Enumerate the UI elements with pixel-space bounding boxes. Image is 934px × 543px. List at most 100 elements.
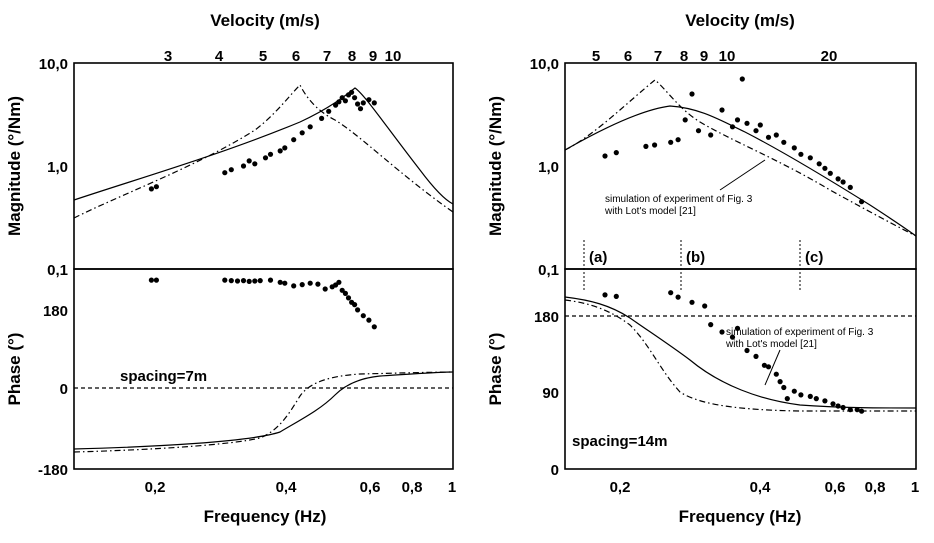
right-phase-point — [777, 379, 783, 385]
right-magnitude-point — [613, 150, 619, 156]
right-magnitude-point — [807, 155, 813, 161]
frequency-tick-label: 0,2 — [610, 479, 631, 496]
left-magnitude-point — [267, 151, 274, 157]
right-phase-yticks: 0 90 180 — [534, 309, 559, 479]
right-phase-point — [765, 364, 772, 370]
right-magnitude-point — [753, 128, 759, 134]
right-magnitude-point — [757, 122, 763, 128]
left-magnitude-point — [307, 124, 313, 130]
right-phase-point — [761, 362, 768, 368]
magnitude-tick-label: 10,0 — [39, 56, 68, 73]
right-phase-point — [781, 384, 787, 391]
right-magnitude-point — [847, 184, 853, 190]
right-phase-point — [729, 334, 736, 340]
phase-tick-label: 0 — [551, 462, 559, 479]
left-magnitude-point — [336, 99, 342, 105]
left-phase-ylabel: Phase (°) — [5, 333, 24, 406]
right-phase-point — [702, 303, 708, 309]
right-magnitude-point — [734, 117, 741, 123]
left-magnitude-point — [326, 108, 332, 114]
right-phase-point — [753, 353, 759, 359]
left-phase-point — [366, 317, 372, 323]
left-magnitude-point — [349, 89, 355, 95]
left-magnitude-point — [352, 95, 358, 101]
velocity-tick-label: 10 — [385, 48, 402, 65]
right-magnitude-point — [602, 153, 608, 159]
right-magnitude-point — [729, 124, 736, 130]
right-magnitude-point — [827, 170, 833, 176]
region-label-a: (a) — [589, 249, 607, 266]
phase-tick-label: -180 — [38, 462, 68, 479]
left-phase-point — [352, 302, 358, 308]
right-magnitude-point — [643, 143, 649, 149]
right-magnitude-point — [689, 91, 695, 97]
frequency-tick-label: 1 — [911, 479, 919, 496]
left-magnitude-point — [357, 106, 364, 112]
velocity-tick-label: 8 — [348, 48, 356, 65]
left-phase-point — [307, 280, 313, 286]
right-phase-point — [840, 404, 846, 411]
region-label-c: (c) — [805, 249, 823, 266]
left-phase-point — [355, 307, 361, 313]
left-magnitude-point — [228, 167, 234, 173]
right-phase-annotation-line1: simulation of experiment of Fig. 3 — [726, 327, 874, 338]
right-magnitude-model-solid — [564, 105, 917, 237]
left-magnitude-point — [148, 186, 154, 192]
right-phase-point — [822, 398, 828, 404]
right-phase-point — [859, 408, 865, 414]
left-frequency-ticks: 0,2 0,4 0,6 0,8 1 — [145, 479, 457, 496]
right-phase-point — [708, 322, 714, 328]
left-magnitude-point — [355, 101, 361, 107]
right-phase-point — [675, 294, 681, 300]
left-magnitude-point — [333, 102, 339, 108]
velocity-tick-label: 7 — [323, 48, 331, 65]
left-magnitude-point — [222, 170, 228, 176]
right-magnitude-point — [668, 139, 674, 145]
velocity-tick-label: 20 — [821, 48, 838, 65]
right-phase-ylabel: Phase (°) — [486, 333, 505, 406]
right-magnitude-annotation-line1: simulation of experiment of Fig. 3 — [605, 194, 753, 205]
right-phase-point — [791, 388, 797, 394]
left-magnitude-point — [360, 100, 366, 106]
right-phase-point — [798, 392, 804, 398]
frequency-tick-label: 0,4 — [276, 479, 298, 496]
left-magnitude-point — [339, 95, 345, 101]
right-magnitude-point — [652, 142, 658, 148]
left-phase-yticks: -180 0 180 — [38, 303, 68, 479]
velocity-tick-label: 4 — [215, 48, 224, 65]
velocity-tick-label: 9 — [700, 48, 708, 65]
left-magnitude-frame — [73, 62, 454, 270]
right-magnitude-point — [695, 128, 702, 134]
velocity-tick-label: 8 — [680, 48, 688, 65]
right-magnitude-point — [781, 139, 787, 145]
right-magnitude-model-dashdot — [564, 79, 917, 237]
right-top-axis-title: Velocity (m/s) — [685, 11, 795, 30]
left-magnitude-yticks: 0,1 1,0 10,0 — [39, 56, 68, 279]
left-magnitude-point — [291, 137, 297, 143]
phase-tick-label: 0 — [60, 381, 68, 398]
left-phase-point — [315, 281, 321, 287]
frequency-tick-label: 0,8 — [402, 479, 423, 496]
right-phase-point — [719, 329, 725, 335]
right-phase-point — [602, 292, 608, 298]
left-magnitude-point — [277, 148, 283, 154]
left-magnitude-point — [342, 98, 348, 104]
right-velocity-ticks: 5 6 7 8 9 10 20 — [592, 48, 838, 65]
right-magnitude-point — [822, 165, 828, 171]
right-magnitude-point — [708, 132, 714, 138]
velocity-tick-label: 3 — [164, 48, 172, 65]
left-phase-point — [277, 279, 283, 285]
left-bottom-axis-title: Frequency (Hz) — [204, 507, 327, 526]
left-phase-point — [222, 277, 228, 283]
magnitude-tick-label: 0,1 — [47, 262, 68, 279]
frequency-tick-label: 0,2 — [145, 479, 166, 496]
left-phase-point — [267, 277, 274, 283]
frequency-tick-label: 0,4 — [750, 479, 772, 496]
right-spacing-label: spacing=14m — [572, 433, 667, 450]
left-phase-point — [345, 295, 352, 301]
phase-tick-label: 180 — [534, 309, 559, 326]
left-phase-point — [282, 280, 288, 286]
right-phase-point — [813, 396, 819, 402]
magnitude-tick-label: 1,0 — [47, 159, 68, 176]
left-top-axis-title: Velocity (m/s) — [210, 11, 320, 30]
